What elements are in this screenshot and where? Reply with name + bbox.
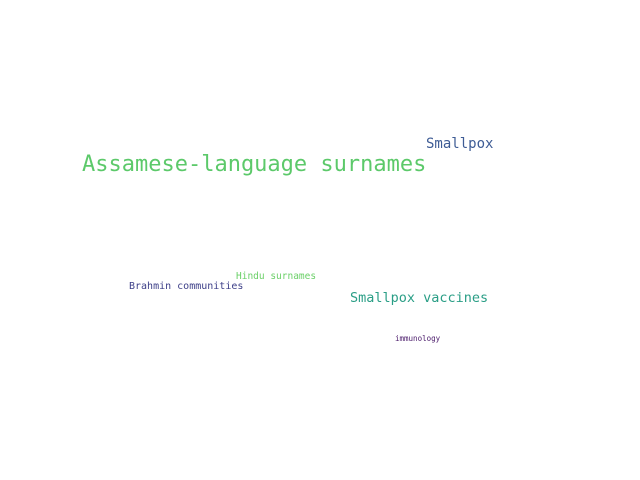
word-hindu-surnames: Hindu surnames bbox=[236, 271, 317, 282]
word-assamese-language-surnames: Assamese-language surnames bbox=[82, 152, 427, 177]
word-immunology: immunology bbox=[395, 334, 441, 343]
word-smallpox-vaccines: Smallpox vaccines bbox=[350, 290, 489, 306]
word-brahmin-communities: Brahmin communities bbox=[129, 281, 244, 292]
word-smallpox: Smallpox bbox=[426, 136, 494, 152]
